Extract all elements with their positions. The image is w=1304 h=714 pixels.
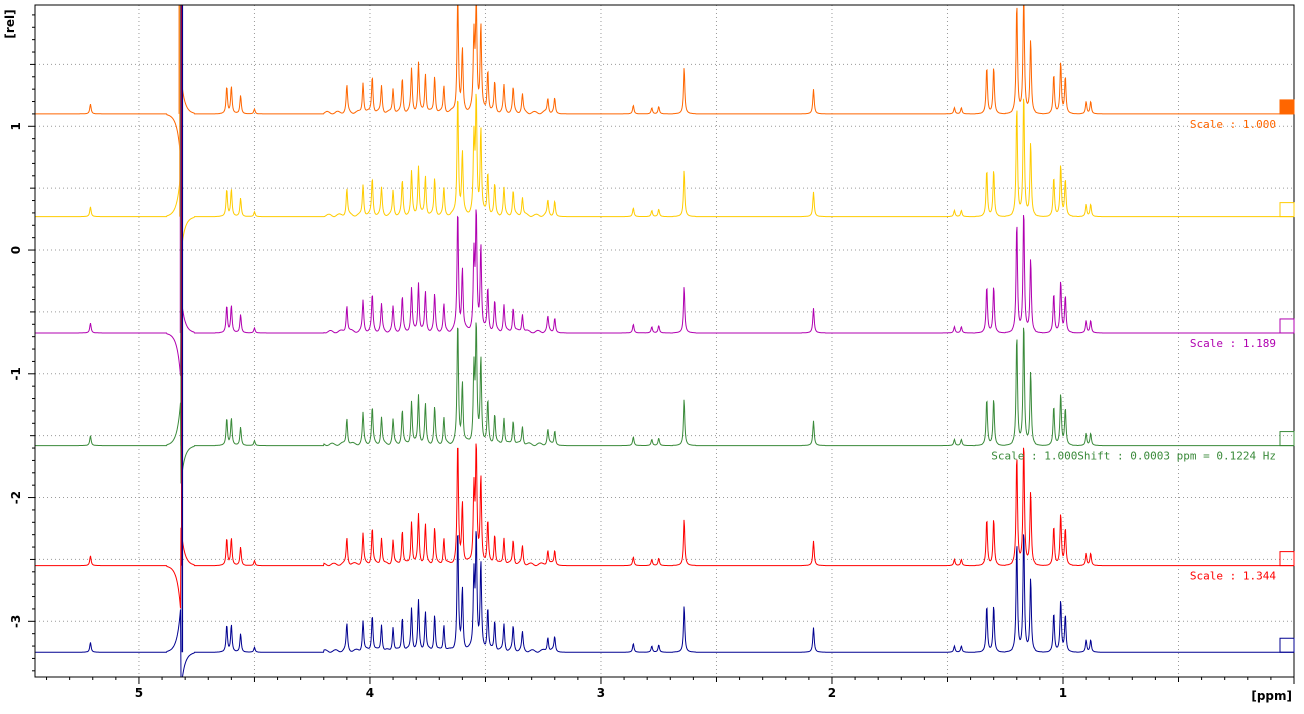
spectrum-marker <box>1279 318 1295 334</box>
scale-annotation: Scale : 1.189 <box>1190 337 1276 350</box>
x-axis-ticks: 5 4 3 2 1 <box>46 677 1295 700</box>
plot-frame <box>34 4 1295 678</box>
x-tick-label: 5 <box>135 686 143 700</box>
grid-lines <box>35 5 1294 677</box>
spectrum-trace <box>35 4 1294 157</box>
y-axis-ticks: 1 0 -1 -2 -3 <box>9 14 35 672</box>
x-tick-label: 4 <box>366 686 374 700</box>
spectrum-trace <box>35 93 1294 255</box>
y-tick-label: -2 <box>9 491 23 504</box>
spectrum-marker <box>1279 202 1295 218</box>
scale-annotations: Scale : 1.000 Scale : 1.189 Scale : 1.000S… <box>991 118 1276 583</box>
spectrum-trace <box>35 322 1294 484</box>
spectrum-trace <box>35 443 1294 609</box>
y-tick-label: 1 <box>9 122 23 130</box>
scale-annotation: Scale : 1.000Shift : 0.0003 ppm = 0.1224… <box>991 450 1276 463</box>
x-tick-label: 2 <box>828 686 836 700</box>
x-tick-label: 3 <box>597 686 605 700</box>
x-axis-label: [ppm] <box>1251 689 1292 703</box>
scale-annotation: Scale : 1.000 <box>1190 118 1276 131</box>
spectrum-markers <box>1279 99 1295 653</box>
spectrum-marker <box>1279 99 1295 115</box>
y-tick-label: -3 <box>9 615 23 628</box>
y-tick-label: -1 <box>9 367 23 380</box>
spectrum-trace <box>35 209 1294 376</box>
spectrum-marker <box>1279 637 1295 653</box>
x-tick-label: 1 <box>1059 686 1067 700</box>
spectrum-marker <box>1279 551 1295 567</box>
spectrum-trace <box>35 531 1294 678</box>
spectrum-marker <box>1279 431 1295 447</box>
y-axis-label: [rel] <box>3 9 17 38</box>
y-tick-label: 0 <box>9 246 23 254</box>
spectra-group <box>35 4 1294 678</box>
scale-annotation: Scale : 1.344 <box>1190 570 1276 583</box>
